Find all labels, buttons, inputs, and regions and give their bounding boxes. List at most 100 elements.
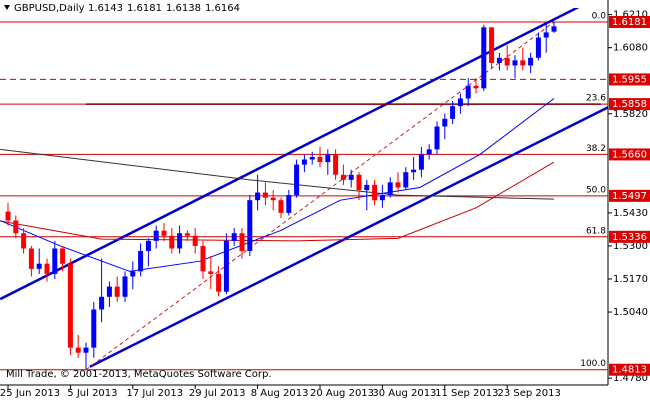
candle-body [52,248,58,274]
candle-body [13,220,19,234]
candle-body [83,347,89,353]
candle-body [200,245,206,272]
candle-body [426,149,432,155]
candle-body [535,37,541,58]
candle-body [270,197,276,201]
candle-body [106,286,112,297]
copyright: Mill Trade, © 2001-2013, MetaQuotes Soft… [6,369,272,380]
candle-body [114,286,120,297]
candle-body [28,248,34,269]
candle-body [325,154,331,163]
candle-body [442,118,448,127]
candle-body [489,27,495,63]
x-tick-label: 17 Jul 2013 [126,388,183,399]
x-tick-label: 30 Aug 2013 [372,388,436,399]
candle-body [520,60,526,66]
y-tick-label: 1.5170 [613,274,648,285]
candle-body [184,233,190,236]
level-box [609,73,650,86]
candle-body [216,273,222,292]
level-ratio: 61.8 [586,226,606,236]
level-box [609,230,650,243]
level-ratio: 38.2 [586,144,606,154]
candle-body [309,156,315,160]
y-tick-label: 1.5040 [613,307,648,318]
candle-body [528,57,534,66]
y-tick-label: 1.5820 [613,109,648,120]
y-tick-label: 1.5300 [613,241,648,252]
candle-body [247,200,253,252]
candle-body [301,159,307,165]
candle-body [153,230,159,241]
candle-body [286,195,292,213]
candle-body [262,192,268,198]
candle-body [543,32,549,38]
level-ratio: 23.6 [586,94,606,104]
y-tick-label: 1.6210 [613,10,648,21]
level-box [609,15,650,28]
level-box [609,148,650,161]
y-tick-label: 1.6080 [613,43,648,54]
candle-body [239,233,245,252]
symbol: GBPUSD,Daily [14,3,85,14]
indicator-line [89,106,608,368]
candle-body [379,195,385,201]
candle-body [169,235,175,249]
header-price: 1.6181 [127,3,162,14]
level-price: 1.5955 [612,74,647,85]
x-tick-label: 25 Jun 2013 [0,388,60,399]
candle-body [278,200,284,213]
indicator-line [0,8,580,301]
plot [0,8,608,371]
candle-body [395,182,401,188]
x-tick-label: 8 Aug 2013 [251,388,309,399]
candle-body [223,240,229,292]
candle-body [67,263,73,348]
level-price: 1.6181 [612,17,647,28]
y-tick-label: 1.5430 [613,208,648,219]
header-price: 1.6138 [166,3,201,14]
candle-body [60,248,66,264]
candle-body [317,156,323,163]
candle-body [348,174,354,180]
candle-body [122,276,128,297]
candle-body [418,154,424,170]
candle-body [294,164,300,196]
candle-body [130,271,136,277]
candle-body [496,57,502,63]
candle-body [340,174,346,180]
indicator-line [0,98,555,272]
candle-body [372,184,378,201]
candle-body [473,85,479,89]
candle-body [161,230,167,236]
header-price: 1.6164 [205,3,240,14]
candle-body [481,27,487,89]
level-price: 1.5858 [612,99,647,110]
menu-icon[interactable] [4,5,10,10]
candle-body [387,182,393,196]
candle-body [208,271,214,274]
candle-body [91,309,97,348]
level-ratio: 100.0 [580,359,606,369]
level-price: 1.4813 [612,365,647,376]
candle-body [75,347,81,353]
level-box [609,189,650,202]
candle-body [551,26,557,32]
x-tick-label: 11 Sep 2013 [435,388,498,399]
candle-body [231,233,237,241]
candle-body [145,240,151,252]
candle-body [504,57,510,66]
level-box [609,363,650,376]
candle-body [403,172,409,188]
candle-body [192,235,198,246]
level-price: 1.5660 [612,149,647,160]
x-tick-label: 29 Jul 2013 [189,388,246,399]
candle-body [364,184,370,191]
candle-body [434,126,440,150]
candle-body [99,296,105,310]
candle-body [36,263,42,269]
candle-body [255,192,261,201]
candle-body [333,154,339,175]
header-price: 1.6143 [88,3,123,14]
x-tick-label: 5 Jul 2013 [67,388,117,399]
